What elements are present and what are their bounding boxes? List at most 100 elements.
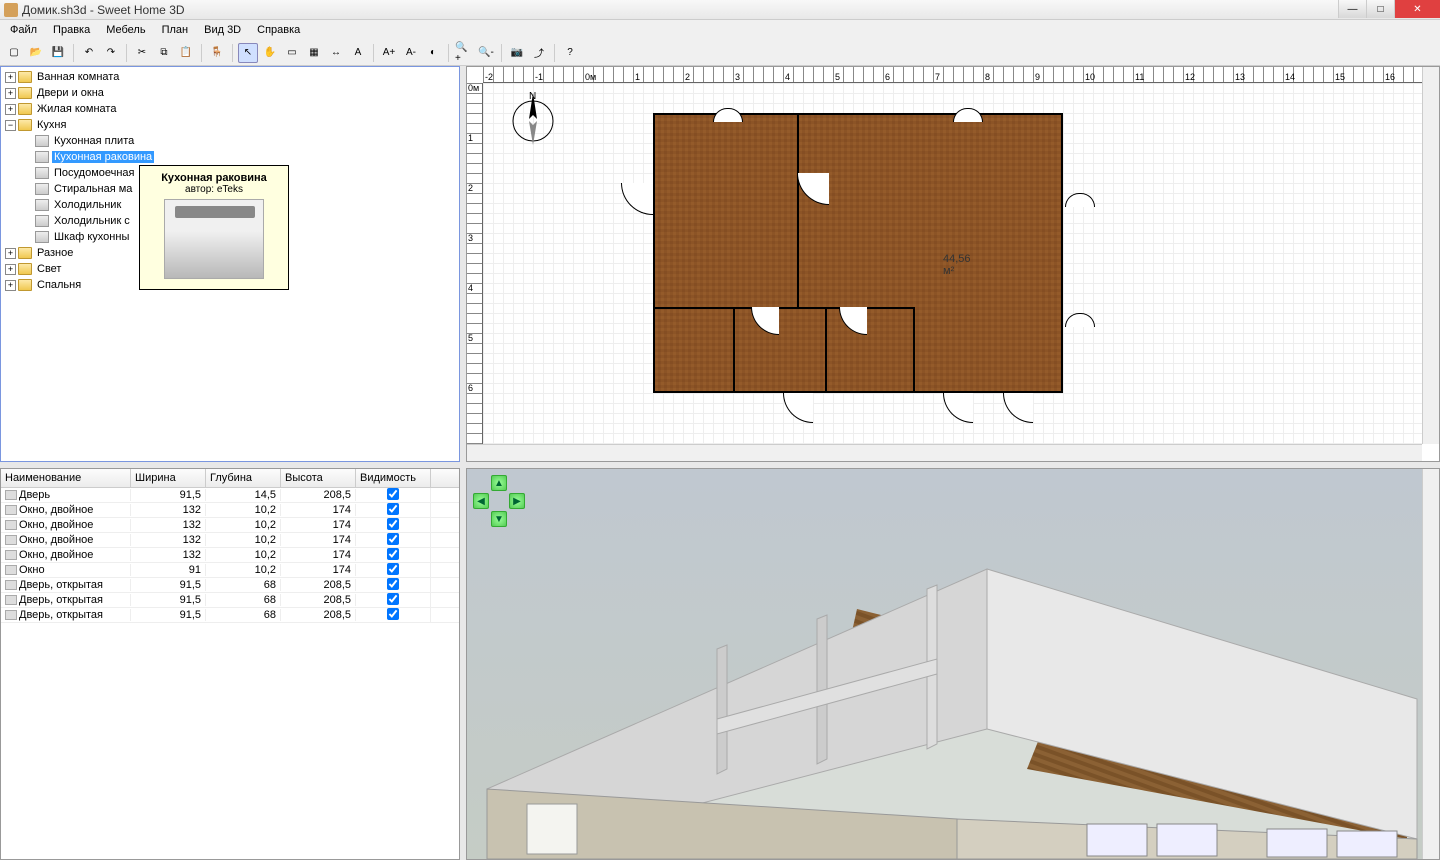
font-plus-button[interactable]: A+: [379, 43, 399, 63]
wall[interactable]: [733, 307, 735, 393]
add-furn-button[interactable]: 🪑: [207, 43, 227, 63]
door-arc[interactable]: [783, 393, 813, 423]
table-row[interactable]: Окно, двойное13210,2174: [1, 503, 459, 518]
category-Кухня[interactable]: −Кухня: [3, 117, 457, 133]
room-outer[interactable]: [653, 113, 1063, 393]
cell-value: 91,5: [131, 489, 206, 501]
app-icon: [4, 3, 18, 17]
table-row[interactable]: Окно, двойное13210,2174: [1, 518, 459, 533]
visibility-checkbox[interactable]: [387, 578, 399, 590]
copy-button[interactable]: ⧉: [154, 43, 174, 63]
expand-icon[interactable]: +: [5, 248, 16, 259]
minimize-button[interactable]: —: [1338, 0, 1366, 18]
zoom-out-button[interactable]: 🔍-: [476, 43, 496, 63]
maximize-button[interactable]: □: [1366, 0, 1394, 18]
expand-icon[interactable]: +: [5, 88, 16, 99]
visibility-checkbox[interactable]: [387, 518, 399, 530]
menu-Файл[interactable]: Файл: [4, 22, 43, 38]
window-marker[interactable]: [1065, 313, 1095, 327]
3d-view-panel[interactable]: ▲ ▼ ◀ ▶: [466, 468, 1440, 860]
menu-Вид 3D[interactable]: Вид 3D: [198, 22, 247, 38]
wall[interactable]: [913, 307, 915, 393]
undo-button[interactable]: ↶: [79, 43, 99, 63]
plan-scrollbar-horizontal[interactable]: [467, 444, 1422, 461]
zoom-in-button[interactable]: 🔍+: [454, 43, 474, 63]
folder-icon: [18, 103, 32, 115]
window-marker[interactable]: [713, 108, 743, 122]
redo-button[interactable]: ↷: [101, 43, 121, 63]
table-row[interactable]: Окно9110,2174: [1, 563, 459, 578]
window-marker[interactable]: [1065, 193, 1095, 207]
catalog-item[interactable]: Кухонная раковина: [3, 149, 457, 165]
ruler-tick: -2: [485, 72, 493, 82]
camera-button[interactable]: 📷: [507, 43, 527, 63]
ruler-tick: 4: [785, 72, 790, 82]
column-header[interactable]: Наименование: [1, 469, 131, 487]
help-button[interactable]: ?: [560, 43, 580, 63]
pan-button[interactable]: ✋: [260, 43, 280, 63]
room-button[interactable]: ▦: [304, 43, 324, 63]
wall[interactable]: [653, 307, 913, 309]
door-arc[interactable]: [1003, 393, 1033, 423]
column-header[interactable]: Видимость: [356, 469, 431, 487]
export-button[interactable]: ⤴: [529, 43, 549, 63]
expand-icon[interactable]: −: [5, 120, 16, 131]
wall[interactable]: [797, 113, 799, 307]
expand-icon[interactable]: +: [5, 104, 16, 115]
ruler-tick: 1: [635, 72, 640, 82]
table-row[interactable]: Дверь, открытая91,568208,5: [1, 593, 459, 608]
table-row[interactable]: Окно, двойное13210,2174: [1, 548, 459, 563]
dimension-button[interactable]: ↔: [326, 43, 346, 63]
visibility-checkbox[interactable]: [387, 503, 399, 515]
visibility-checkbox[interactable]: [387, 488, 399, 500]
table-row[interactable]: Окно, двойное13210,2174: [1, 533, 459, 548]
visibility-checkbox[interactable]: [387, 563, 399, 575]
expand-icon[interactable]: +: [5, 280, 16, 291]
menu-Мебель[interactable]: Мебель: [100, 22, 151, 38]
paste-button[interactable]: 📋: [176, 43, 196, 63]
cell-value: 14,5: [206, 489, 281, 501]
catalog-item[interactable]: Кухонная плита: [3, 133, 457, 149]
close-button[interactable]: ✕: [1394, 0, 1440, 18]
table-row[interactable]: Дверь, открытая91,568208,5: [1, 608, 459, 623]
plan-scrollbar-vertical[interactable]: [1422, 67, 1439, 444]
expand-icon[interactable]: +: [5, 264, 16, 275]
save-button[interactable]: 💾: [48, 43, 68, 63]
menu-Справка[interactable]: Справка: [251, 22, 306, 38]
furniture-list-panel[interactable]: НаименованиеШиринаГлубинаВысотаВидимость…: [0, 468, 460, 860]
column-header[interactable]: Ширина: [131, 469, 206, 487]
ruler-tick: 9: [1035, 72, 1040, 82]
cell-value: 174: [281, 519, 356, 531]
visibility-checkbox[interactable]: [387, 533, 399, 545]
column-header[interactable]: Высота: [281, 469, 356, 487]
menu-План[interactable]: План: [156, 22, 195, 38]
table-row[interactable]: Дверь, открытая91,568208,5: [1, 578, 459, 593]
visibility-checkbox[interactable]: [387, 548, 399, 560]
new-button[interactable]: ▢: [4, 43, 24, 63]
item-label: Холодильник с: [52, 215, 132, 227]
plan-canvas[interactable]: N 44,56 м²: [483, 83, 1422, 444]
cut-button[interactable]: ✂: [132, 43, 152, 63]
table-row[interactable]: Дверь91,514,5208,5: [1, 488, 459, 503]
wall-button[interactable]: ▭: [282, 43, 302, 63]
visibility-checkbox[interactable]: [387, 608, 399, 620]
text-button[interactable]: A: [348, 43, 368, 63]
color-button[interactable]: ◐: [423, 43, 443, 63]
category-Ванная комната[interactable]: +Ванная комната: [3, 69, 457, 85]
wall[interactable]: [825, 307, 827, 393]
open-button[interactable]: 📂: [26, 43, 46, 63]
column-header[interactable]: Глубина: [206, 469, 281, 487]
category-Жилая комната[interactable]: +Жилая комната: [3, 101, 457, 117]
furniture-catalog-panel[interactable]: +Ванная комната+Двери и окна+Жилая комна…: [0, 66, 460, 462]
font-minus-button[interactable]: A-: [401, 43, 421, 63]
3d-scrollbar-vertical[interactable]: [1422, 469, 1439, 859]
plan-view-panel[interactable]: -2-10м12345678910111213141516 0м123456 N…: [466, 66, 1440, 462]
category-Двери и окна[interactable]: +Двери и окна: [3, 85, 457, 101]
door-arc[interactable]: [621, 183, 653, 215]
expand-icon[interactable]: +: [5, 72, 16, 83]
visibility-checkbox[interactable]: [387, 593, 399, 605]
menu-Правка[interactable]: Правка: [47, 22, 96, 38]
door-arc[interactable]: [943, 393, 973, 423]
window-marker[interactable]: [953, 108, 983, 122]
select-button[interactable]: ↖: [238, 43, 258, 63]
